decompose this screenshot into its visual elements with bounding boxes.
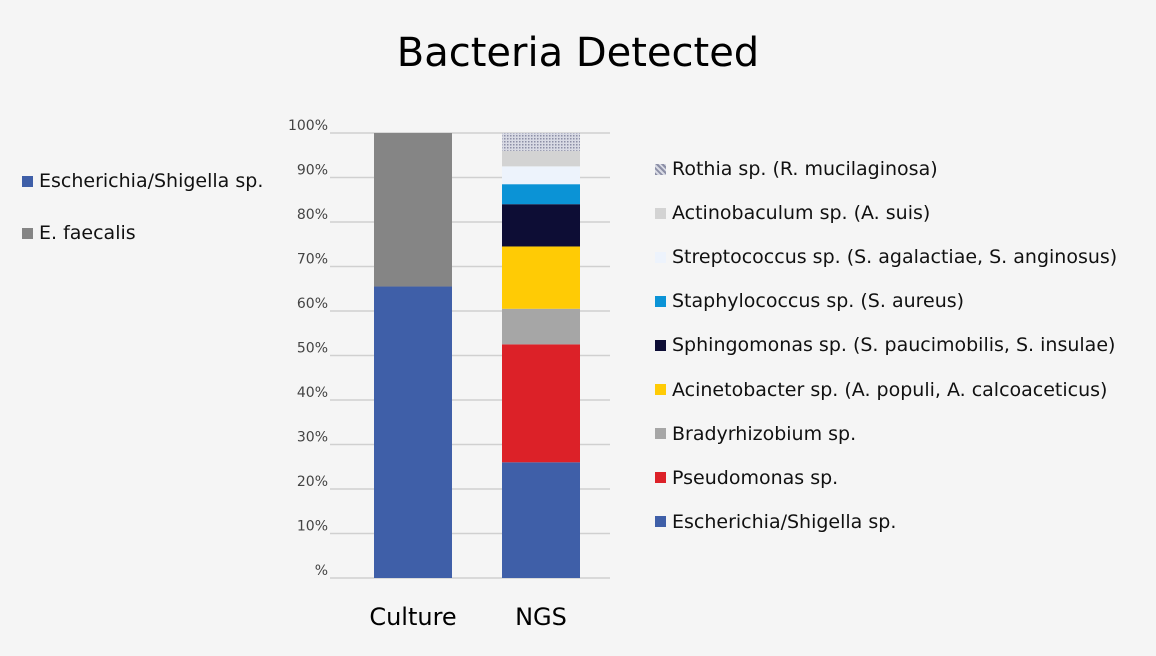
legend-item: E. faecalis [22,222,136,244]
legend-item: Bradyrhizobium sp. [655,423,856,445]
legend-swatch [655,384,666,395]
x-category-label: NGS [515,603,567,631]
chart-title: Bacteria Detected [396,30,760,76]
legend-swatch [655,472,666,484]
y-tick-label: % [315,563,328,579]
y-tick-label: 20% [297,474,328,490]
legend-swatch [655,428,666,440]
legend-item: Sphingomonas sp. (S. paucimobilis, S. in… [655,334,1115,356]
legend-label: Escherichia/Shigella sp. [39,170,264,192]
bar-segment [374,286,452,578]
bar-segment [502,150,580,167]
legend-swatch [655,207,666,219]
bar-segment [502,204,580,247]
legend-swatch [655,339,666,351]
legend-item: Pseudomonas sp. [655,467,838,489]
legend-label: Streptococcus sp. (S. agalactiae, S. ang… [672,246,1118,269]
legend-swatch [655,251,666,263]
legend-item: Rothia sp. (R. mucilaginosa) [655,158,938,180]
legend-label: Actinobaculum sp. (A. suis) [672,202,931,225]
bar-segment [502,133,580,151]
y-tick-label: 40% [297,385,328,401]
y-tick-label: 90% [297,163,328,179]
bar-segment [502,462,580,578]
legend-label: Acinetobacter sp. (A. populi, A. calcoac… [672,378,1108,401]
bar-segment [502,344,580,463]
legend-swatch [655,163,666,175]
legend-swatch [655,295,666,307]
bar-segment [502,166,580,185]
legend-item: Staphylococcus sp. (S. aureus) [655,290,964,312]
legend-label: Sphingomonas sp. (S. paucimobilis, S. in… [672,334,1116,357]
y-tick-label: 60% [297,296,328,312]
legend-item: Streptococcus sp. (S. agalactiae, S. ang… [655,246,1117,268]
bar-segment [502,184,580,205]
y-tick-label: 100% [288,118,328,134]
legend-item: Acinetobacter sp. (A. populi, A. calcoac… [655,379,1107,401]
y-tick-label: 70% [297,252,328,268]
legend-swatch [22,227,33,239]
legend-label: Escherichia/Shigella sp. [672,510,897,533]
legend-label: Bradyrhizobium sp. [672,422,857,445]
legend-item: Actinobaculum sp. (A. suis) [655,202,930,224]
x-category-label: Culture [369,603,456,631]
legend-swatch [22,175,33,187]
y-tick-label: 50% [297,341,328,357]
legend-label: Staphylococcus sp. (S. aureus) [672,290,965,313]
legend-label: E. faecalis [39,222,136,244]
legend-item: Escherichia/Shigella sp. [22,170,263,192]
y-tick-label: 10% [297,519,328,535]
legend-label: Rothia sp. (R. mucilaginosa) [672,158,938,180]
bar-segment [502,308,580,345]
y-tick-label: 30% [297,430,328,446]
bar-segment [502,246,580,309]
legend-swatch [655,516,666,528]
bar-segment [374,133,452,287]
legend-item: Escherichia/Shigella sp. [655,511,896,533]
y-tick-label: 80% [297,207,328,223]
legend-label: Pseudomonas sp. [672,466,839,489]
